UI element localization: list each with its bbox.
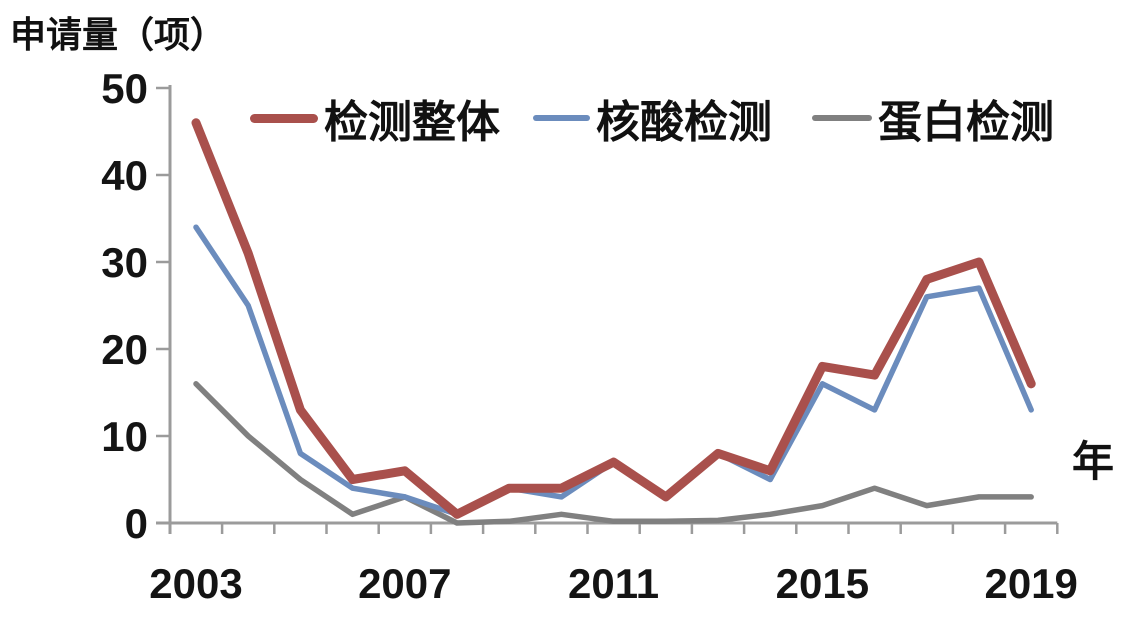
svg-text:2007: 2007 <box>358 560 451 607</box>
legend: 检测整体 核酸检测 蛋白检测 <box>0 92 1138 147</box>
y-axis-unit-title: 申请量（项） <box>10 14 227 55</box>
svg-text:2011: 2011 <box>568 560 659 607</box>
legend-label: 核酸检测 <box>596 98 772 147</box>
series-line-0 <box>191 118 1036 519</box>
x-axis-unit-label: 年 <box>1072 438 1115 485</box>
svg-text:30: 30 <box>101 239 148 286</box>
svg-text:50: 50 <box>101 65 148 112</box>
svg-text:2015: 2015 <box>776 560 869 607</box>
legend-line-swatch-blue <box>533 115 590 121</box>
svg-text:2019: 2019 <box>984 560 1077 607</box>
series-line-1 <box>193 224 1034 518</box>
legend-label: 检测整体 <box>324 98 500 147</box>
legend-item-overall-detection: 检测整体 <box>250 92 500 147</box>
legend-item-nucleic-acid-detection: 核酸检测 <box>533 92 772 147</box>
svg-text:10: 10 <box>101 413 148 460</box>
svg-text:20: 20 <box>101 326 148 373</box>
legend-line-swatch-gray <box>812 115 872 121</box>
svg-text:40: 40 <box>101 152 148 199</box>
svg-text:2003: 2003 <box>149 560 242 607</box>
legend-label: 蛋白检测 <box>878 98 1054 147</box>
legend-line-swatch-red <box>250 113 318 123</box>
svg-text:0: 0 <box>125 500 148 547</box>
series-line-2 <box>193 381 1034 526</box>
legend-item-protein-detection: 蛋白检测 <box>812 92 1054 147</box>
